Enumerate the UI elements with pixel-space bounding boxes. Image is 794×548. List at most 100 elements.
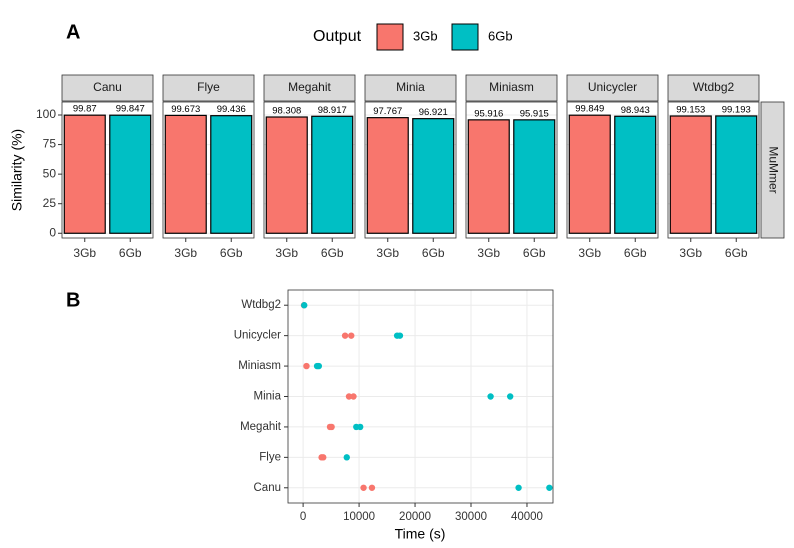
x-tick-label: 3Gb [578,246,601,260]
panel-border [364,101,457,239]
panel-border [667,101,760,239]
strip-label: Flye [197,80,220,94]
y-tick-label: 25 [43,196,57,210]
x-tick-label: 3Gb [679,246,702,260]
legend-swatch [376,23,404,51]
x-tick-label: 10000 [343,511,375,523]
panel-label: B [66,289,80,311]
bar [715,115,758,234]
y-tick-label: 0 [49,225,56,239]
point [350,393,357,400]
y-tick-label: 75 [43,137,57,151]
strip [667,74,760,102]
bar [467,119,510,234]
point [356,423,364,431]
point [345,393,353,400]
bar [614,115,657,234]
legend-label: 3Gb [413,28,438,43]
x-tick-label: 3Gb [275,246,298,260]
bar [513,119,556,234]
y-tick-label: 50 [43,166,57,180]
x-tick-label: 3Gb [477,246,500,260]
panel-border [465,101,558,239]
strip [162,74,255,102]
y-tick-label: Canu [254,482,282,494]
strip-label: Miniasm [489,80,534,94]
point [515,484,522,491]
bar-value-label: 97.767 [373,106,402,117]
bar-value-label: 95.916 [474,108,503,119]
bar-value-label: 98.917 [318,105,347,116]
point [396,332,404,339]
x-tick-label: 6Gb [422,246,445,260]
point [487,393,494,400]
point [341,332,349,339]
point [320,454,327,461]
x-tick-label: 6Gb [725,246,748,260]
bar-value-label: 99.849 [575,104,604,115]
legend-label: 6Gb [488,28,513,43]
x-tick-label: 40000 [511,511,543,523]
panel-border [263,101,356,239]
row-strip-label: MuMmer [766,146,780,193]
y-tick-label: Megahit [240,421,282,433]
y-tick-label: Minia [254,391,282,403]
strip-label: Unicycler [588,80,637,94]
bar-value-label: 99.847 [116,104,145,115]
point [301,302,308,309]
y-tick-label: Unicycler [234,330,281,342]
bar-value-label: 99.193 [722,104,751,115]
bar [63,114,106,234]
x-tick-label: 6Gb [624,246,647,260]
panel-border [162,101,255,239]
strip [566,74,659,102]
panel-border [287,289,554,504]
y-tick-label: Miniasm [238,360,281,372]
legend-swatch [451,23,479,51]
panel-border [61,101,154,239]
bar-value-label: 99.436 [217,104,246,115]
point [328,423,335,431]
x-tick-label: 30000 [455,511,487,523]
bar [109,114,152,234]
x-axis-title: Time (s) [395,526,446,542]
bar-value-label: 99.87 [73,104,97,115]
point [506,393,514,400]
bar [311,115,354,234]
x-tick-label: 20000 [399,511,431,523]
legend-title: Output [313,28,362,45]
y-axis-title: Similarity (%) [9,129,25,211]
strip-label: Minia [396,80,425,94]
point [360,484,367,491]
x-tick-label: 3Gb [73,246,96,260]
bar [164,114,207,234]
x-tick-label: 0 [300,511,306,523]
bar-value-label: 96.921 [419,107,448,118]
strip [61,74,154,102]
bar [568,114,611,234]
y-tick-label: Wtdbg2 [241,299,281,311]
bar [265,116,308,234]
bar [366,117,409,234]
y-tick-label: Flye [259,451,281,463]
x-tick-label: 6Gb [523,246,546,260]
strip [364,74,457,102]
x-tick-label: 6Gb [119,246,142,260]
strip-label: Canu [93,80,122,94]
point [303,362,310,370]
bar-value-label: 95.915 [520,108,549,119]
strip-label: Megahit [288,80,331,94]
x-tick-label: 3Gb [174,246,197,260]
x-tick-label: 6Gb [220,246,243,260]
strip-label: Wtdbg2 [693,80,735,94]
bar-value-label: 98.308 [272,106,301,117]
panel-label: A [66,21,80,43]
bar-value-label: 99.673 [171,104,200,115]
bar-value-label: 99.153 [676,105,705,116]
strip [760,101,785,239]
bar [669,115,712,234]
point [348,332,355,339]
bar [412,118,455,234]
point [315,362,322,370]
